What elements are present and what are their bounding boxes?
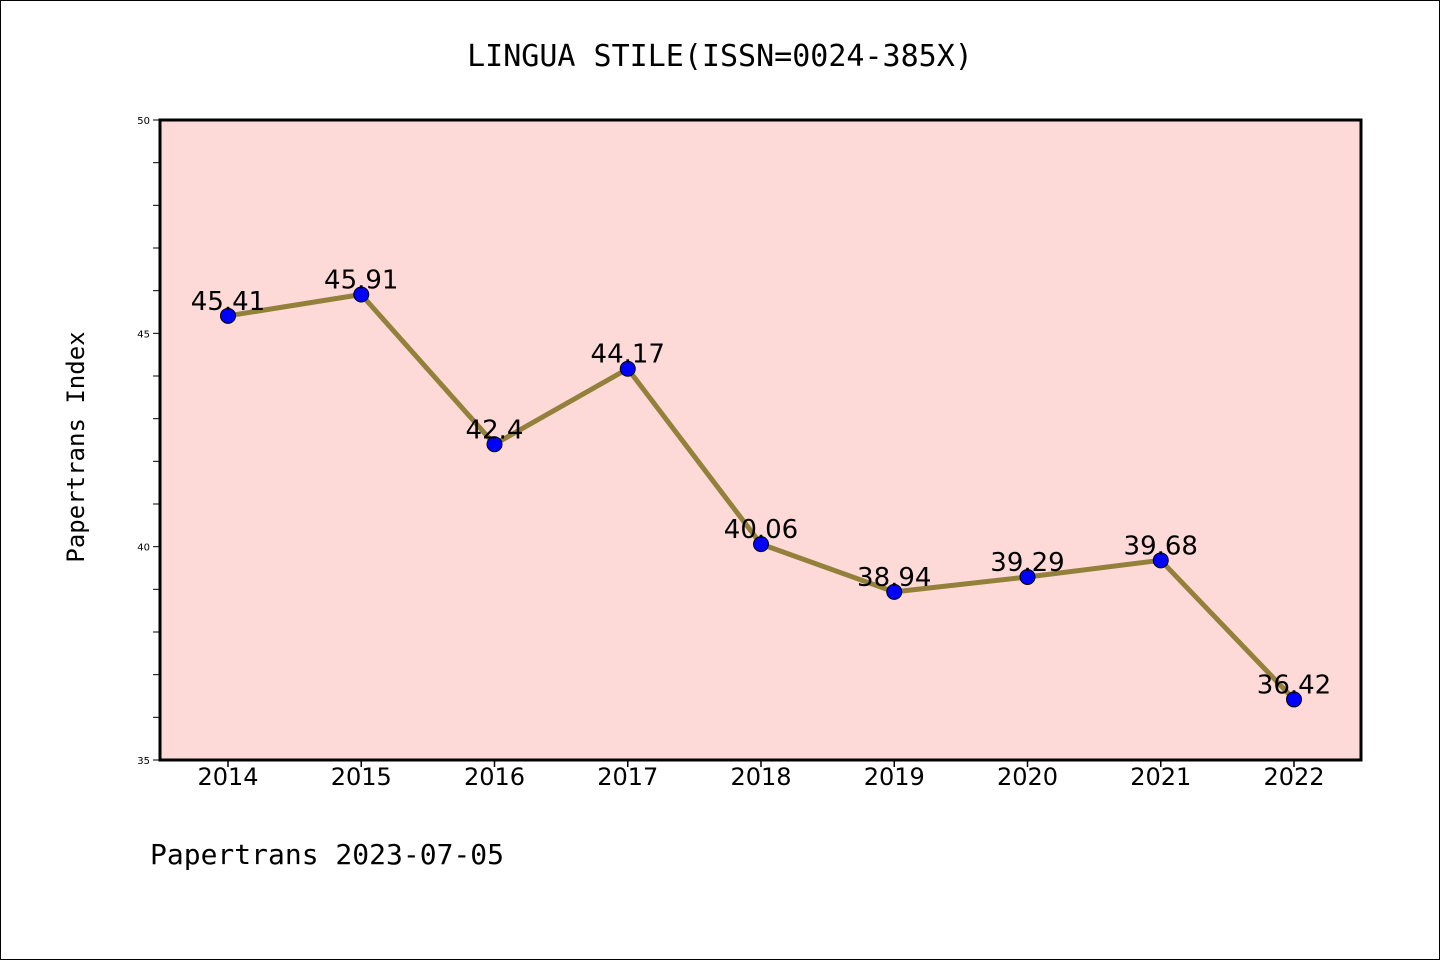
data-point-2021 xyxy=(1152,552,1169,569)
y-tick-label: 45 xyxy=(137,329,150,340)
data-label: 44.17 xyxy=(591,340,665,370)
x-tick-label: 2018 xyxy=(730,763,791,791)
data-point-2015 xyxy=(353,286,370,303)
data-point-2016 xyxy=(486,436,503,453)
x-tick-label: 2014 xyxy=(197,763,258,791)
y-axis-ticks: 35 40 45 50 xyxy=(137,116,160,767)
data-point-2020 xyxy=(1019,568,1036,585)
x-tick-label: 2017 xyxy=(597,763,658,791)
x-tick-label: 2019 xyxy=(864,763,925,791)
data-label: 45.91 xyxy=(324,266,398,296)
data-label: 45.41 xyxy=(191,287,265,317)
chart-title: LINGUA STILE(ISSN=0024-385X) xyxy=(467,39,973,74)
x-tick-label: 2016 xyxy=(464,763,525,791)
data-label: 39.68 xyxy=(1124,531,1198,561)
data-label: 38.94 xyxy=(857,563,931,593)
plot-area xyxy=(158,118,1363,762)
x-tick-label: 2022 xyxy=(1263,763,1324,791)
data-point-2019 xyxy=(886,583,903,600)
x-tick-label: 2020 xyxy=(997,763,1058,791)
x-tick-label: 2015 xyxy=(331,763,392,791)
data-label: 40.06 xyxy=(724,515,798,545)
y-tick-label: 35 xyxy=(137,756,150,767)
y-tick-label: 50 xyxy=(137,116,150,127)
data-labels-group: 45.41 45.91 42.4 44.17 40.06 38.94 39.29 39.68 3… xyxy=(191,266,1331,701)
data-point-2014 xyxy=(220,307,236,324)
data-point-2017 xyxy=(619,360,636,377)
data-label: 36.42 xyxy=(1257,670,1331,700)
x-tick-label: 2021 xyxy=(1130,763,1191,791)
y-tick-label: 40 xyxy=(137,543,150,554)
data-point-2022 xyxy=(1286,691,1302,708)
y-axis-label: Papertrans Index xyxy=(62,331,90,562)
data-point-2018 xyxy=(753,536,769,553)
data-label: 42.4 xyxy=(466,415,524,445)
x-axis-ticks: 2014 2015 2016 2017 2018 2019 2020 2021 2022 xyxy=(197,760,1325,791)
data-label: 39.29 xyxy=(990,548,1064,578)
series-line-group xyxy=(220,286,1302,708)
footer-note: Papertrans 2023-07-05 xyxy=(150,838,504,871)
